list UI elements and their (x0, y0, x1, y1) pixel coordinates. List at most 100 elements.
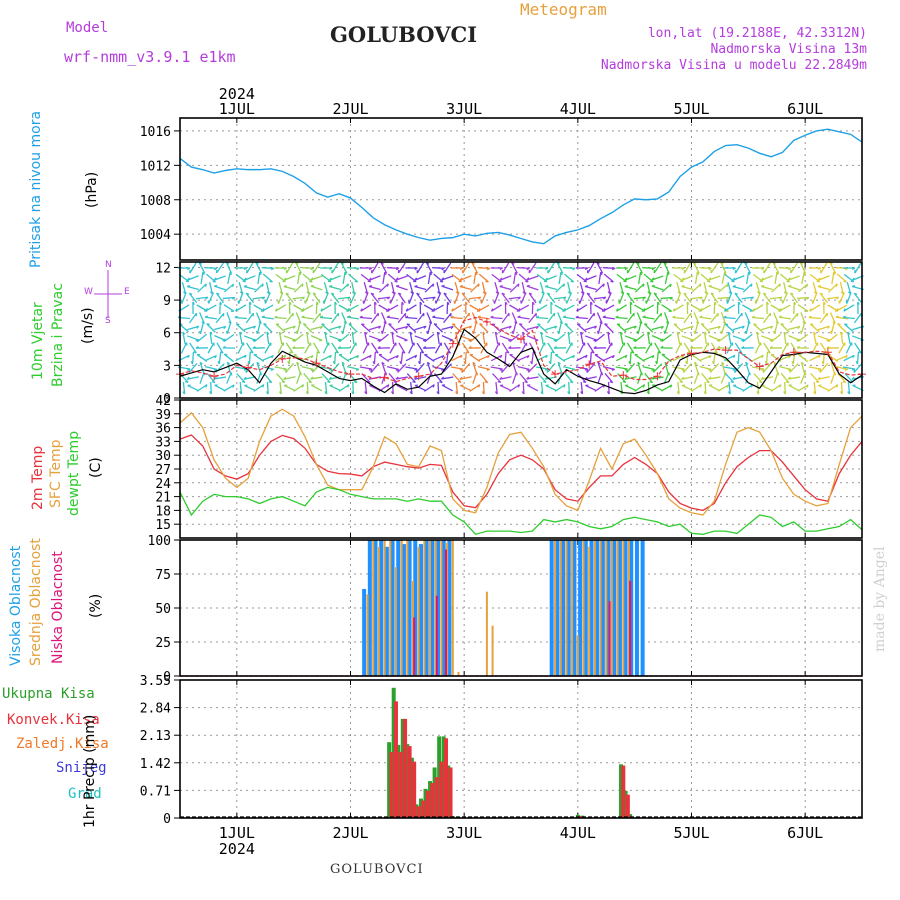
wind-barb (426, 362, 432, 374)
wind-barb (587, 342, 595, 354)
wind-barb (699, 267, 712, 269)
wind-barb-head (750, 296, 754, 300)
wind-barb (781, 292, 789, 304)
wind-barb (594, 304, 606, 312)
wind-barb-head (852, 354, 855, 359)
wind-barb (603, 354, 615, 362)
wind-barb (790, 342, 798, 354)
wind-barb-head (791, 360, 794, 365)
wind-barb (586, 312, 595, 324)
wind-barb (629, 351, 632, 365)
wind-barb (540, 331, 544, 345)
wind-barb (626, 292, 635, 304)
cloud-high-bar (430, 540, 435, 676)
wind-barb-head (628, 361, 631, 365)
wind-barb (312, 292, 321, 304)
wind-barb (450, 316, 463, 320)
wind-barb (752, 304, 764, 312)
wind-barb (396, 335, 408, 341)
wind-barb-head (624, 354, 628, 359)
wind-barb (499, 376, 512, 380)
wind-barb-head (562, 283, 565, 287)
top-date-label: 5JUL (673, 100, 709, 118)
wind-barb-head (508, 346, 512, 349)
wind-barb-head (837, 323, 841, 326)
wind-barb-head (615, 308, 619, 312)
wind-barb (329, 325, 342, 331)
wind-barb (305, 282, 310, 294)
temp-2m-line (179, 434, 863, 512)
wind-barb-head (624, 376, 628, 380)
precip-conv-bar (412, 761, 417, 818)
panel-frame (179, 679, 863, 819)
wind-barb-head (196, 325, 200, 329)
wind-barb-head (387, 307, 390, 312)
wind-barb-head (779, 384, 782, 388)
wind-barb (323, 292, 329, 304)
wind-barb-head (283, 354, 287, 359)
wind-barb (191, 351, 195, 365)
y-tick-label: 0 (163, 670, 171, 685)
wind-barb-head (708, 355, 712, 359)
wind-barb-head (563, 384, 566, 388)
wind-barb-head (596, 262, 600, 265)
wind-barb-head (696, 271, 700, 276)
wind-barb (455, 381, 459, 395)
wind-barb-head (576, 308, 579, 312)
wind-barb (347, 316, 360, 320)
top-date-label: 1JUL (219, 100, 255, 118)
wind-barb (576, 354, 588, 362)
wind-barb-head (347, 307, 350, 312)
y-tick-label: 3.55 (140, 674, 171, 689)
wind-barb-head (490, 308, 494, 312)
wind-barb-head (397, 369, 400, 373)
wind-barb-head (567, 391, 570, 395)
cloud-mid-bar (571, 540, 574, 676)
wind-barb (433, 323, 444, 333)
wind-barb (593, 296, 606, 300)
wind-barb-head (235, 308, 238, 312)
wind-barb-head (793, 301, 797, 305)
wind-barb (521, 282, 526, 294)
wind-barb-head (515, 372, 518, 376)
wind-barb (531, 351, 534, 365)
wind-barb (395, 376, 408, 380)
wind-barb (683, 312, 692, 324)
y-tick-label: 6 (163, 327, 171, 342)
wind-barb (726, 342, 733, 354)
wind-barb (773, 312, 779, 324)
wind-barb-head (594, 325, 598, 329)
wind-barb-head (511, 330, 514, 335)
wind-barb-head (241, 380, 246, 384)
wind-barb (363, 282, 369, 294)
wind-barb (277, 292, 284, 304)
wind-barb-head (198, 262, 203, 265)
wind-barb (206, 372, 216, 384)
wind-gust-marker (721, 346, 730, 355)
wind-barb (656, 351, 659, 365)
wind-barb (546, 312, 556, 324)
wind-barb (699, 304, 712, 312)
wind-barb (321, 373, 331, 383)
wind-barb (415, 363, 425, 373)
wind-barb (408, 292, 415, 304)
cloud-mid-bar (434, 540, 437, 676)
wind-barb (690, 296, 703, 300)
wind-barb (504, 351, 507, 365)
wind-barb (255, 262, 263, 274)
wind-barb (691, 354, 702, 362)
wind-barb (330, 363, 340, 373)
wind-barb (471, 262, 479, 274)
wind-barb (368, 325, 381, 331)
wind-barb-head (420, 351, 424, 354)
wind-barb (283, 285, 296, 291)
wind-barb-head (481, 391, 485, 395)
wind-barb (837, 372, 847, 384)
wind-barb (499, 335, 512, 341)
wind-barb-head (322, 300, 325, 304)
wind-barb-head (741, 325, 745, 329)
wind-barb (479, 323, 489, 333)
wind-barb-head (563, 296, 567, 300)
wind-barb-head (783, 291, 787, 295)
wind-barb-head (450, 326, 454, 330)
